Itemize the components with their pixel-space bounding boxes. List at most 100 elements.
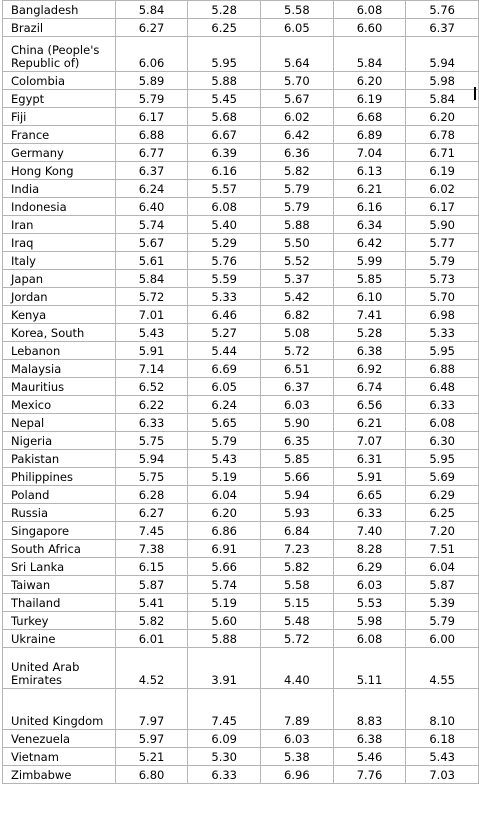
value-cell: 6.69 <box>187 359 262 378</box>
value-cell: 7.40 <box>332 521 407 540</box>
value-cell: 6.88 <box>405 359 479 378</box>
table-row: Egypt 5.79 5.45 5.67 6.19 5.84 <box>2 89 479 108</box>
value-cell: 5.77 <box>405 233 479 252</box>
value-cell: 7.03 <box>405 765 479 784</box>
value-cell: 5.70 <box>260 71 334 90</box>
country-cell: France <box>2 125 116 144</box>
value-cell: 5.37 <box>260 269 334 288</box>
table-body: Bangladesh 5.84 5.28 5.58 6.08 5.76 Brazil 6.27… <box>2 0 479 784</box>
value-cell: 5.57 <box>187 179 262 198</box>
value-cell: 7.45 <box>114 521 189 540</box>
table-row: Venezuela 5.97 6.09 6.03 6.38 6.18 <box>2 729 479 748</box>
table-row: Indonesia 6.40 6.08 5.79 6.16 6.17 <box>2 197 479 216</box>
country-cell: Venezuela <box>2 729 116 748</box>
value-cell: 6.16 <box>187 161 262 180</box>
value-cell: 6.88 <box>114 125 189 144</box>
value-cell: 5.43 <box>405 747 479 766</box>
country-cell: Iran <box>2 215 116 234</box>
value-cell: 5.90 <box>260 413 334 432</box>
value-cell: 6.60 <box>332 18 407 37</box>
country-cell: Iraq <box>2 233 116 252</box>
value-cell: 5.84 <box>114 269 189 288</box>
value-cell: 7.07 <box>332 431 407 450</box>
value-cell: 6.34 <box>332 215 407 234</box>
country-scores-table: Bangladesh 5.84 5.28 5.58 6.08 5.76 Brazil 6.27… <box>2 0 479 784</box>
value-cell: 5.95 <box>405 341 479 360</box>
value-cell: 6.20 <box>405 107 479 126</box>
value-cell: 8.28 <box>332 539 407 558</box>
value-cell: 6.31 <box>332 449 407 468</box>
country-cell: United Kingdom <box>2 688 116 730</box>
country-cell: Fiji <box>2 107 116 126</box>
value-cell: 5.64 <box>260 36 334 72</box>
value-cell: 6.67 <box>187 125 262 144</box>
table-row: China (People's Republic of) 6.06 5.95 5.64… <box>2 36 479 72</box>
value-cell: 6.37 <box>114 161 189 180</box>
table-row: Turkey 5.82 5.60 5.48 5.98 5.79 <box>2 611 479 630</box>
value-cell: 7.20 <box>405 521 479 540</box>
value-cell: 5.38 <box>260 747 334 766</box>
value-cell: 7.04 <box>332 143 407 162</box>
table-row: Jordan 5.72 5.33 5.42 6.10 5.70 <box>2 287 479 306</box>
country-cell: Italy <box>2 251 116 270</box>
value-cell: 6.68 <box>332 107 407 126</box>
value-cell: 6.48 <box>405 377 479 396</box>
value-cell: 5.43 <box>187 449 262 468</box>
country-cell: Egypt <box>2 89 116 108</box>
value-cell: 6.39 <box>187 143 262 162</box>
value-cell: 5.75 <box>114 467 189 486</box>
value-cell: 5.72 <box>260 341 334 360</box>
value-cell: 5.76 <box>405 0 479 19</box>
value-cell: 5.99 <box>332 251 407 270</box>
value-cell: 6.04 <box>187 485 262 504</box>
value-cell: 5.79 <box>260 197 334 216</box>
value-cell: 5.69 <box>405 467 479 486</box>
value-cell: 7.51 <box>405 539 479 558</box>
country-cell: Thailand <box>2 593 116 612</box>
value-cell: 6.77 <box>114 143 189 162</box>
value-cell: 6.37 <box>260 377 334 396</box>
value-cell: 6.96 <box>260 765 334 784</box>
value-cell: 7.89 <box>260 688 334 730</box>
value-cell: 8.83 <box>332 688 407 730</box>
table-row: Fiji 6.17 5.68 6.02 6.68 6.20 <box>2 107 479 126</box>
table-row: Nigeria 5.75 5.79 6.35 7.07 6.30 <box>2 431 479 450</box>
table-row: India 6.24 5.57 5.79 6.21 6.02 <box>2 179 479 198</box>
value-cell: 5.94 <box>114 449 189 468</box>
table-row: United Kingdom 7.97 7.45 7.89 8.83 8.10 <box>2 688 479 730</box>
value-cell: 5.30 <box>187 747 262 766</box>
value-cell: 6.20 <box>187 503 262 522</box>
value-cell: 5.84 <box>332 36 407 72</box>
country-cell: Vietnam <box>2 747 116 766</box>
country-cell: Bangladesh <box>2 0 116 19</box>
value-cell: 5.94 <box>405 36 479 72</box>
value-cell: 5.68 <box>187 107 262 126</box>
value-cell: 6.89 <box>332 125 407 144</box>
value-cell: 6.56 <box>332 395 407 414</box>
value-cell: 5.82 <box>114 611 189 630</box>
value-cell: 5.61 <box>114 251 189 270</box>
country-cell: Brazil <box>2 18 116 37</box>
table-row: United Arab Emirates 4.52 3.91 4.40 5.11 4.55 <box>2 647 479 689</box>
value-cell: 5.67 <box>260 89 334 108</box>
value-cell: 5.88 <box>260 215 334 234</box>
value-cell: 5.52 <box>260 251 334 270</box>
value-cell: 6.08 <box>405 413 479 432</box>
value-cell: 5.72 <box>114 287 189 306</box>
value-cell: 6.25 <box>405 503 479 522</box>
value-cell: 5.15 <box>260 593 334 612</box>
value-cell: 6.40 <box>114 197 189 216</box>
table-row: Pakistan 5.94 5.43 5.85 6.31 5.95 <box>2 449 479 468</box>
table-row: France 6.88 6.67 6.42 6.89 6.78 <box>2 125 479 144</box>
value-cell: 6.08 <box>332 629 407 648</box>
country-cell: Germany <box>2 143 116 162</box>
value-cell: 5.33 <box>187 287 262 306</box>
value-cell: 6.82 <box>260 305 334 324</box>
value-cell: 6.13 <box>332 161 407 180</box>
value-cell: 5.87 <box>405 575 479 594</box>
value-cell: 5.66 <box>187 557 262 576</box>
value-cell: 6.25 <box>187 18 262 37</box>
value-cell: 6.91 <box>187 539 262 558</box>
value-cell: 5.67 <box>114 233 189 252</box>
value-cell: 6.86 <box>187 521 262 540</box>
